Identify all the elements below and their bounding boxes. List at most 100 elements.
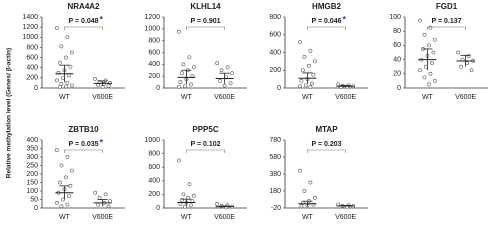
y-tick-label: 600 xyxy=(148,164,160,171)
point xyxy=(96,202,100,207)
point xyxy=(181,62,186,67)
point xyxy=(187,55,192,60)
point xyxy=(68,64,73,69)
y-tick-label: 1000 xyxy=(144,26,160,33)
point xyxy=(103,78,108,83)
point xyxy=(106,204,111,209)
panel-title: NRA4A2 xyxy=(67,2,100,11)
panel: MTAP -20 180 380 580 780 WT V600E P = 0.203 xyxy=(269,125,368,221)
point xyxy=(180,197,184,202)
x-tick-label: WT xyxy=(302,214,314,221)
figure: Relative methylation level (Genes/ β-act… xyxy=(6,2,488,221)
point xyxy=(418,18,422,23)
point xyxy=(183,84,187,89)
point xyxy=(192,65,196,70)
point xyxy=(311,72,316,77)
y-tick-label: 400 xyxy=(148,61,160,68)
x-tick-label: WT xyxy=(422,94,434,101)
panel: NRA4A2 0 200 400 600 800 1000 1200 1400 WT V600E P … xyxy=(22,2,125,101)
point xyxy=(181,192,186,197)
point xyxy=(106,84,111,88)
panel: FGD1 0 20 40 60 80 100 WT V600E P = 0.137 xyxy=(389,2,488,101)
point xyxy=(65,35,70,40)
y-tick-label: 1400 xyxy=(22,14,38,21)
point xyxy=(302,189,307,193)
point xyxy=(70,83,74,88)
y-tick-label: 350 xyxy=(26,145,38,152)
y-tick-label: 780 xyxy=(269,137,281,144)
point xyxy=(70,50,74,55)
y-tick-label: 300 xyxy=(26,154,38,161)
point xyxy=(298,84,302,89)
x-tick-label: V600E xyxy=(214,214,235,221)
y-tick-label: 150 xyxy=(26,179,38,186)
point xyxy=(189,203,193,208)
point xyxy=(301,68,305,73)
point xyxy=(302,55,307,59)
y-tick-label: 250 xyxy=(26,162,38,169)
point xyxy=(310,81,314,86)
point xyxy=(218,79,222,83)
point xyxy=(192,193,196,198)
y-tick-label: 580 xyxy=(269,154,281,161)
point xyxy=(177,158,181,163)
point xyxy=(459,64,463,69)
y-tick-label: 200 xyxy=(148,73,160,80)
point xyxy=(55,200,59,205)
x-tick-label: WT xyxy=(181,94,193,101)
point xyxy=(177,29,181,34)
y-tick-label: 60 xyxy=(393,42,401,49)
y-tick-label: 1200 xyxy=(22,24,38,31)
y-tick-label: 20 xyxy=(393,71,401,78)
y-tick-label: 50 xyxy=(30,196,38,203)
point xyxy=(58,180,62,185)
point xyxy=(55,26,59,31)
y-tick-label: 400 xyxy=(26,137,38,144)
point xyxy=(336,82,340,87)
panel-title: KLHL14 xyxy=(190,2,221,11)
point xyxy=(308,85,313,90)
bracket xyxy=(186,149,225,153)
y-tick-label: -20 xyxy=(271,205,281,212)
y-tick-label: 800 xyxy=(26,44,38,51)
point xyxy=(187,182,192,187)
point xyxy=(93,190,97,195)
y-tick-label: 40 xyxy=(393,56,401,63)
y-tick-label: 0 xyxy=(156,85,160,92)
panel-title: ZBTB10 xyxy=(68,125,99,134)
x-tick-label: WT xyxy=(181,214,193,221)
point xyxy=(58,85,62,89)
point xyxy=(304,83,308,88)
y-tick-label: 200 xyxy=(148,191,160,198)
x-tick-label: V600E xyxy=(335,214,356,221)
point xyxy=(299,79,304,83)
p-value: P = 0.137 xyxy=(431,18,461,25)
bracket xyxy=(307,149,346,153)
y-tick-label: 200 xyxy=(269,67,281,74)
point xyxy=(418,68,422,73)
point xyxy=(183,204,187,209)
point xyxy=(225,65,230,70)
point xyxy=(59,163,64,168)
point xyxy=(64,55,68,60)
p-value: P = 0.102 xyxy=(190,141,220,148)
y-tick-label: 1000 xyxy=(22,34,38,41)
point xyxy=(103,192,108,197)
point xyxy=(230,71,234,76)
point xyxy=(308,180,313,185)
point xyxy=(59,82,64,86)
point xyxy=(215,61,219,66)
point xyxy=(466,54,471,58)
y-tick-label: 0 xyxy=(34,205,38,212)
bracket xyxy=(427,26,466,30)
y-tick-label: 600 xyxy=(148,49,160,56)
point xyxy=(428,71,433,76)
x-tick-label: V600E xyxy=(455,94,476,101)
p-value: P = 0.203 xyxy=(311,141,341,148)
y-tick-label: 800 xyxy=(148,150,160,157)
significance-mark: * xyxy=(100,137,104,147)
point xyxy=(59,44,64,49)
point xyxy=(298,39,302,44)
p-value: P = 0.046 xyxy=(311,18,341,25)
point xyxy=(430,61,434,66)
